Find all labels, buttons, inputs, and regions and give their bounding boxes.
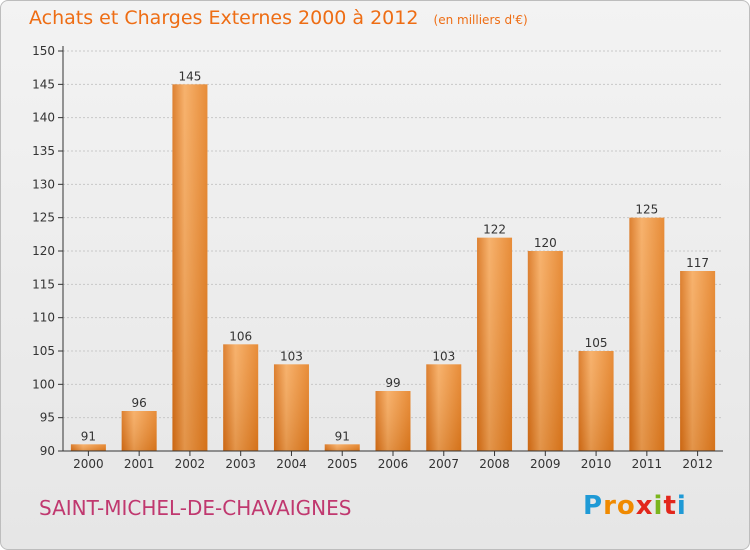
chart-title: Achats et Charges Externes 2000 à 2012 (…	[29, 7, 528, 29]
bar-shade	[477, 237, 513, 451]
x-tick-label: 2007	[428, 457, 459, 471]
data-label: 103	[432, 349, 455, 363]
x-tick-label: 2011	[632, 457, 663, 471]
logo-letter: x	[635, 491, 654, 521]
bar-shade	[426, 364, 462, 451]
bar-shade	[70, 444, 106, 451]
x-tick-label: 2005	[327, 457, 358, 471]
data-label: 106	[229, 329, 252, 343]
y-tick-label: 140	[32, 111, 55, 125]
y-tick-label: 95	[40, 411, 55, 425]
y-tick-label: 110	[32, 311, 55, 325]
y-tick-label: 115	[32, 277, 55, 291]
x-tick-label: 2002	[175, 457, 206, 471]
y-tick-label: 90	[40, 444, 55, 458]
x-tick-label: 2004	[276, 457, 307, 471]
axes: 90 95 100 105 110 115 120 125 130 135 140 145 150	[32, 44, 723, 458]
logo-letter: t	[663, 491, 677, 521]
bar-shade	[680, 271, 716, 451]
y-tick-label: 125	[32, 211, 55, 225]
x-tick-label: 2010	[581, 457, 612, 471]
data-label: 145	[178, 69, 201, 83]
bar-shade	[223, 344, 259, 451]
unit-text: (en milliers d'€)	[433, 13, 528, 27]
x-tick-label: 2008	[479, 457, 510, 471]
data-label: 96	[132, 396, 147, 410]
bar-shade	[273, 364, 309, 451]
logo-letter: i	[653, 491, 664, 521]
x-tick-label: 2001	[124, 457, 155, 471]
bar-shade	[375, 391, 411, 451]
logo-letter: o	[616, 491, 636, 521]
x-tick-label: 2009	[530, 457, 561, 471]
title-text: Achats et Charges Externes 2000 à 2012	[29, 7, 419, 29]
bar-shade	[121, 411, 157, 451]
logo-letter: P	[583, 491, 604, 521]
data-label: 91	[335, 429, 350, 443]
y-tick-label: 130	[32, 177, 55, 191]
x-tick-label: 2003	[225, 457, 256, 471]
bars	[70, 84, 716, 451]
y-tick-label: 100	[32, 377, 55, 391]
data-label: 99	[385, 376, 400, 390]
x-tick-label: 2006	[378, 457, 409, 471]
proxiti-logo: Proxiti	[583, 491, 687, 521]
data-label: 103	[280, 349, 303, 363]
y-tick-label: 135	[32, 144, 55, 158]
bar-shade	[578, 351, 614, 451]
y-tick-label: 145	[32, 77, 55, 91]
gridlines	[63, 50, 723, 419]
labels: 2000 91 2001 96 2002 145 2003 106 2004 103 2005 91 2…	[73, 69, 713, 471]
logo-letter: i	[676, 491, 687, 521]
data-label: 91	[81, 429, 96, 443]
data-label: 122	[483, 223, 506, 237]
x-tick-label: 2012	[682, 457, 713, 471]
data-label: 125	[635, 203, 658, 217]
bar-shade	[629, 217, 665, 451]
y-tick-label: 150	[32, 44, 55, 58]
logo-letter: r	[603, 491, 617, 521]
data-label: 120	[534, 236, 557, 250]
bar-shade	[172, 84, 208, 451]
commune-name: SAINT-MICHEL-DE-CHAVAIGNES	[39, 496, 352, 520]
x-tick-label: 2000	[73, 457, 104, 471]
data-label: 117	[686, 256, 709, 270]
data-label: 105	[585, 336, 608, 350]
y-tick-label: 120	[32, 244, 55, 258]
bar-shade	[324, 444, 360, 451]
y-tick-label: 105	[32, 344, 55, 358]
bar-shade	[527, 251, 563, 451]
